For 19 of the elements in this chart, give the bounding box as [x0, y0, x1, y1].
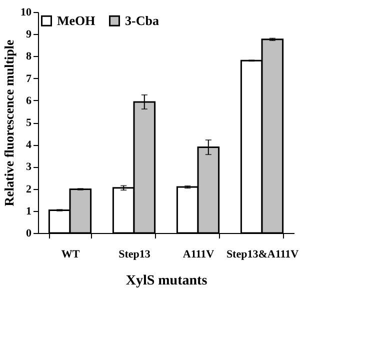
y-tick-label: 7: [26, 72, 32, 85]
y-tick-label: 9: [26, 28, 32, 41]
y-tick-label: 0: [26, 228, 32, 240]
x-axis-title: XylS mutants: [126, 274, 208, 288]
x-tick-label: Step13&A111V: [226, 248, 299, 260]
legend-label: MeOH: [57, 12, 96, 28]
y-tick-label: 1: [26, 205, 32, 218]
x-tick-label: A111V: [182, 248, 214, 260]
legend-label: 3-Cba: [125, 12, 160, 28]
y-tick-label: 4: [26, 139, 32, 152]
y-tick-label: 8: [26, 50, 32, 63]
y-tick-label: 2: [26, 183, 32, 196]
y-tick-label: 5: [26, 117, 32, 129]
x-tick-label: Step13: [118, 248, 151, 260]
y-tick-label: 10: [20, 6, 32, 18]
x-tick-label: WT: [61, 248, 80, 260]
y-tick-label: 3: [26, 161, 32, 174]
y-axis-title: Relative fluorescence multiple: [2, 40, 16, 206]
y-tick-label: 6: [26, 94, 32, 107]
